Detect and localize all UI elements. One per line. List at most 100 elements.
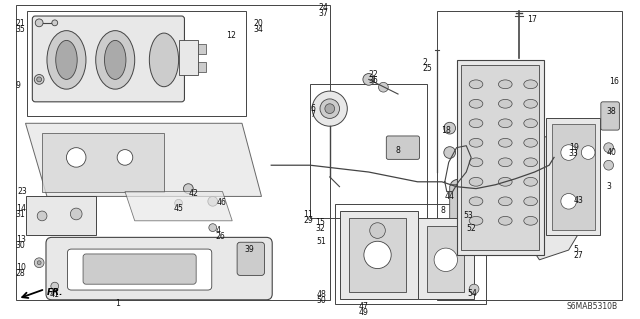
FancyBboxPatch shape xyxy=(46,237,272,300)
FancyBboxPatch shape xyxy=(237,242,264,275)
Text: 5: 5 xyxy=(573,245,579,254)
Text: 10: 10 xyxy=(16,263,26,272)
Bar xyxy=(335,204,486,304)
Bar xyxy=(28,11,246,116)
Text: 45: 45 xyxy=(173,204,184,213)
Bar xyxy=(179,41,198,75)
Circle shape xyxy=(67,148,86,167)
Text: 9: 9 xyxy=(16,81,20,90)
Polygon shape xyxy=(349,218,406,292)
Ellipse shape xyxy=(499,177,512,186)
Text: 34: 34 xyxy=(253,25,264,34)
FancyBboxPatch shape xyxy=(601,102,620,130)
Ellipse shape xyxy=(524,158,538,167)
Ellipse shape xyxy=(469,138,483,147)
Text: 24: 24 xyxy=(318,3,328,12)
Ellipse shape xyxy=(149,33,179,87)
Text: 35: 35 xyxy=(16,25,26,34)
Ellipse shape xyxy=(469,100,483,108)
Ellipse shape xyxy=(47,31,86,89)
Circle shape xyxy=(117,150,132,165)
Text: 43: 43 xyxy=(573,197,584,205)
Ellipse shape xyxy=(469,216,483,225)
Bar xyxy=(461,65,540,250)
Text: 46: 46 xyxy=(216,198,227,207)
Circle shape xyxy=(36,77,42,82)
Ellipse shape xyxy=(469,177,483,186)
Text: 18: 18 xyxy=(441,126,451,135)
Circle shape xyxy=(363,74,374,85)
Text: 44: 44 xyxy=(445,191,455,201)
FancyBboxPatch shape xyxy=(67,249,212,290)
Circle shape xyxy=(469,284,479,294)
Text: 20: 20 xyxy=(253,19,264,28)
Text: 8: 8 xyxy=(395,146,400,155)
Ellipse shape xyxy=(469,80,483,89)
Polygon shape xyxy=(417,218,474,299)
Text: 38: 38 xyxy=(607,107,616,116)
Text: 51: 51 xyxy=(316,237,326,246)
Text: 42: 42 xyxy=(188,189,198,197)
Text: 48: 48 xyxy=(316,290,326,299)
Text: 29: 29 xyxy=(303,216,313,225)
Circle shape xyxy=(561,145,577,160)
Circle shape xyxy=(184,184,193,194)
Text: 11: 11 xyxy=(303,210,314,219)
Text: FR.: FR. xyxy=(47,288,63,297)
Text: 4: 4 xyxy=(216,226,221,235)
Circle shape xyxy=(444,122,456,134)
Ellipse shape xyxy=(56,41,77,79)
Text: 31: 31 xyxy=(16,210,26,219)
Ellipse shape xyxy=(524,100,538,108)
Polygon shape xyxy=(26,123,262,197)
Circle shape xyxy=(320,99,339,118)
Text: 17: 17 xyxy=(527,15,536,24)
Text: 12: 12 xyxy=(227,31,236,40)
Bar xyxy=(310,84,428,218)
Circle shape xyxy=(434,248,458,271)
Circle shape xyxy=(37,211,47,221)
Ellipse shape xyxy=(499,158,512,167)
Text: 7: 7 xyxy=(310,110,315,119)
FancyBboxPatch shape xyxy=(387,136,419,160)
Ellipse shape xyxy=(524,197,538,206)
Bar xyxy=(198,62,206,71)
Text: 30: 30 xyxy=(16,241,26,250)
Text: 1: 1 xyxy=(115,299,120,308)
Text: S6MAB5310B: S6MAB5310B xyxy=(566,302,618,311)
Text: 50: 50 xyxy=(316,296,326,305)
Ellipse shape xyxy=(499,100,512,108)
Ellipse shape xyxy=(451,179,472,190)
Ellipse shape xyxy=(96,31,135,89)
Text: 39: 39 xyxy=(245,245,255,254)
Circle shape xyxy=(364,241,391,269)
Text: 8: 8 xyxy=(441,206,446,215)
Circle shape xyxy=(35,75,44,84)
Ellipse shape xyxy=(469,119,483,128)
Text: 15: 15 xyxy=(315,218,325,227)
Circle shape xyxy=(51,282,59,290)
Ellipse shape xyxy=(524,216,538,225)
Circle shape xyxy=(604,160,614,170)
Text: 3: 3 xyxy=(607,182,612,191)
Polygon shape xyxy=(530,128,583,260)
Bar xyxy=(198,44,206,54)
Ellipse shape xyxy=(524,119,538,128)
Circle shape xyxy=(378,82,388,92)
Circle shape xyxy=(561,194,577,209)
Text: 49: 49 xyxy=(359,308,369,316)
Text: 22: 22 xyxy=(369,70,378,79)
Ellipse shape xyxy=(524,138,538,147)
Circle shape xyxy=(325,104,335,114)
Text: 19: 19 xyxy=(569,143,579,152)
Text: 2: 2 xyxy=(422,58,428,67)
Circle shape xyxy=(370,223,385,238)
Text: 37: 37 xyxy=(318,9,328,18)
Bar xyxy=(437,11,622,300)
Circle shape xyxy=(70,208,82,220)
Ellipse shape xyxy=(524,177,538,186)
Circle shape xyxy=(604,143,614,152)
Circle shape xyxy=(35,19,43,27)
Text: 6: 6 xyxy=(310,104,315,113)
FancyBboxPatch shape xyxy=(33,16,184,102)
